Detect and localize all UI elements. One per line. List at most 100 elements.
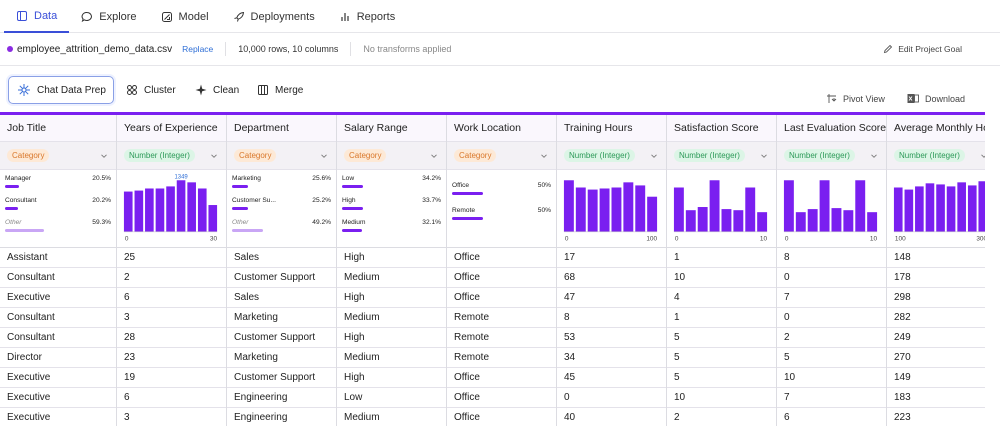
chevron-down-icon[interactable] bbox=[320, 152, 328, 160]
table-cell[interactable]: 8 bbox=[777, 248, 886, 268]
column-header[interactable]: Training Hours bbox=[557, 115, 666, 142]
table-cell[interactable]: 7 bbox=[777, 288, 886, 308]
table-cell[interactable]: 6 bbox=[117, 288, 226, 308]
type-badge[interactable]: Category bbox=[454, 149, 497, 162]
tab-model[interactable]: Model bbox=[149, 0, 221, 33]
table-cell[interactable]: 10 bbox=[667, 388, 776, 408]
edit-project-goal-button[interactable]: Edit Project Goal bbox=[883, 44, 962, 54]
table-cell[interactable]: 8 bbox=[557, 308, 666, 328]
table-cell[interactable]: 45 bbox=[557, 368, 666, 388]
table-cell[interactable]: Customer Support bbox=[227, 328, 336, 348]
column-header[interactable]: Average Monthly Hours bbox=[887, 115, 985, 142]
type-badge[interactable]: Number (Integer) bbox=[784, 149, 855, 162]
column-header[interactable]: Years of Experience bbox=[117, 115, 226, 142]
column-header[interactable]: Last Evaluation Score bbox=[777, 115, 886, 142]
table-cell[interactable]: 0 bbox=[777, 308, 886, 328]
table-cell[interactable]: 10 bbox=[777, 368, 886, 388]
table-cell[interactable]: 2 bbox=[667, 408, 776, 426]
table-cell[interactable]: Marketing bbox=[227, 308, 336, 328]
table-cell[interactable]: 298 bbox=[887, 288, 985, 308]
table-cell[interactable]: Office bbox=[447, 408, 556, 426]
table-cell[interactable]: 23 bbox=[117, 348, 226, 368]
table-cell[interactable]: Medium bbox=[337, 408, 446, 426]
table-cell[interactable]: 34 bbox=[557, 348, 666, 368]
table-cell[interactable]: Assistant bbox=[0, 248, 116, 268]
clean-button[interactable]: Clean bbox=[195, 76, 239, 104]
tab-data[interactable]: Data bbox=[4, 0, 70, 33]
table-cell[interactable]: Office bbox=[447, 388, 556, 408]
table-cell[interactable]: 148 bbox=[887, 248, 985, 268]
table-cell[interactable]: Marketing bbox=[227, 348, 336, 368]
table-cell[interactable]: Engineering bbox=[227, 388, 336, 408]
tab-explore[interactable]: Explore bbox=[69, 0, 148, 33]
table-cell[interactable]: 40 bbox=[557, 408, 666, 426]
table-cell[interactable]: Customer Support bbox=[227, 268, 336, 288]
table-cell[interactable]: 5 bbox=[667, 368, 776, 388]
chevron-down-icon[interactable] bbox=[760, 152, 768, 160]
table-cell[interactable]: 7 bbox=[777, 388, 886, 408]
table-cell[interactable]: Engineering bbox=[227, 408, 336, 426]
table-cell[interactable]: 53 bbox=[557, 328, 666, 348]
table-cell[interactable]: 149 bbox=[887, 368, 985, 388]
table-cell[interactable]: Office bbox=[447, 368, 556, 388]
column-header[interactable]: Job Title bbox=[0, 115, 116, 142]
table-cell[interactable]: Executive bbox=[0, 388, 116, 408]
table-cell[interactable]: 183 bbox=[887, 388, 985, 408]
table-cell[interactable]: 249 bbox=[887, 328, 985, 348]
table-cell[interactable]: 178 bbox=[887, 268, 985, 288]
table-cell[interactable]: 19 bbox=[117, 368, 226, 388]
table-cell[interactable]: Executive bbox=[0, 408, 116, 426]
type-badge[interactable]: Category bbox=[234, 149, 277, 162]
table-cell[interactable]: 25 bbox=[117, 248, 226, 268]
table-cell[interactable]: Medium bbox=[337, 348, 446, 368]
table-cell[interactable]: 223 bbox=[887, 408, 985, 426]
type-badge[interactable]: Number (Integer) bbox=[674, 149, 745, 162]
chat-data-prep-button[interactable]: Chat Data Prep bbox=[8, 76, 114, 104]
table-cell[interactable]: Remote bbox=[447, 308, 556, 328]
chevron-down-icon[interactable] bbox=[430, 152, 438, 160]
table-cell[interactable]: 6 bbox=[777, 408, 886, 426]
table-cell[interactable]: 4 bbox=[667, 288, 776, 308]
table-cell[interactable]: Office bbox=[447, 268, 556, 288]
table-cell[interactable]: Consultant bbox=[0, 268, 116, 288]
table-cell[interactable]: High bbox=[337, 328, 446, 348]
tab-deployments[interactable]: Deployments bbox=[221, 0, 327, 33]
table-cell[interactable]: 3 bbox=[117, 408, 226, 426]
table-cell[interactable]: 270 bbox=[887, 348, 985, 368]
column-header[interactable]: Salary Range bbox=[337, 115, 446, 142]
chevron-down-icon[interactable] bbox=[980, 152, 985, 160]
chevron-down-icon[interactable] bbox=[870, 152, 878, 160]
table-cell[interactable]: Consultant bbox=[0, 308, 116, 328]
type-badge[interactable]: Number (Integer) bbox=[124, 149, 195, 162]
type-badge[interactable]: Category bbox=[7, 149, 50, 162]
table-cell[interactable]: Office bbox=[447, 248, 556, 268]
table-cell[interactable]: 2 bbox=[117, 268, 226, 288]
table-cell[interactable]: 1 bbox=[667, 248, 776, 268]
table-cell[interactable]: Low bbox=[337, 388, 446, 408]
type-badge[interactable]: Number (Integer) bbox=[564, 149, 635, 162]
chevron-down-icon[interactable] bbox=[650, 152, 658, 160]
table-cell[interactable]: 6 bbox=[117, 388, 226, 408]
pivot-view-button[interactable]: Pivot View bbox=[826, 93, 885, 104]
chevron-down-icon[interactable] bbox=[210, 152, 218, 160]
table-cell[interactable]: Customer Support bbox=[227, 368, 336, 388]
merge-button[interactable]: Merge bbox=[257, 76, 303, 104]
table-cell[interactable]: 17 bbox=[557, 248, 666, 268]
table-cell[interactable]: High bbox=[337, 248, 446, 268]
table-cell[interactable]: 2 bbox=[777, 328, 886, 348]
table-cell[interactable]: Medium bbox=[337, 268, 446, 288]
table-cell[interactable]: 5 bbox=[667, 348, 776, 368]
table-cell[interactable]: Consultant bbox=[0, 328, 116, 348]
table-cell[interactable]: 5 bbox=[667, 328, 776, 348]
column-header[interactable]: Department bbox=[227, 115, 336, 142]
type-badge[interactable]: Category bbox=[344, 149, 387, 162]
table-cell[interactable]: 3 bbox=[117, 308, 226, 328]
table-cell[interactable]: High bbox=[337, 288, 446, 308]
download-button[interactable]: Download bbox=[907, 93, 965, 104]
table-cell[interactable]: 0 bbox=[557, 388, 666, 408]
table-cell[interactable]: High bbox=[337, 368, 446, 388]
table-cell[interactable]: 28 bbox=[117, 328, 226, 348]
chevron-down-icon[interactable] bbox=[540, 152, 548, 160]
column-header[interactable]: Satisfaction Score bbox=[667, 115, 776, 142]
chevron-down-icon[interactable] bbox=[100, 152, 108, 160]
